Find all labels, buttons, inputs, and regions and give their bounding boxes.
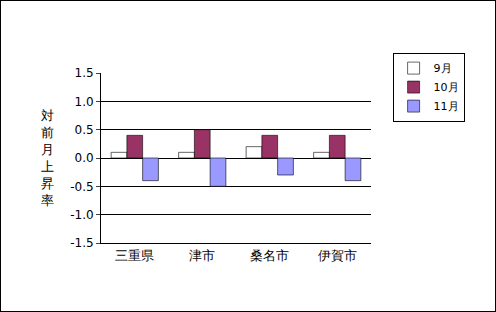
svg-text:9月: 9月 xyxy=(434,62,452,75)
svg-text:0.0: 0.0 xyxy=(75,151,94,165)
svg-text:11月: 11月 xyxy=(434,100,459,113)
svg-text:伊賀市: 伊賀市 xyxy=(318,248,357,263)
svg-text:10月: 10月 xyxy=(434,81,459,94)
svg-text:津市: 津市 xyxy=(189,248,215,263)
svg-text:-0.5: -0.5 xyxy=(70,180,93,194)
svg-text:-1.5: -1.5 xyxy=(70,236,93,250)
svg-text:-1.0: -1.0 xyxy=(70,208,93,222)
svg-text:1.0: 1.0 xyxy=(75,95,94,109)
svg-text:対前月上昇率: 対前月上昇率 xyxy=(41,108,54,208)
svg-text:1.5: 1.5 xyxy=(75,66,94,80)
svg-text:三重県: 三重県 xyxy=(115,248,154,263)
svg-text:桑名市: 桑名市 xyxy=(250,248,289,263)
svg-text:0.5: 0.5 xyxy=(75,123,94,137)
